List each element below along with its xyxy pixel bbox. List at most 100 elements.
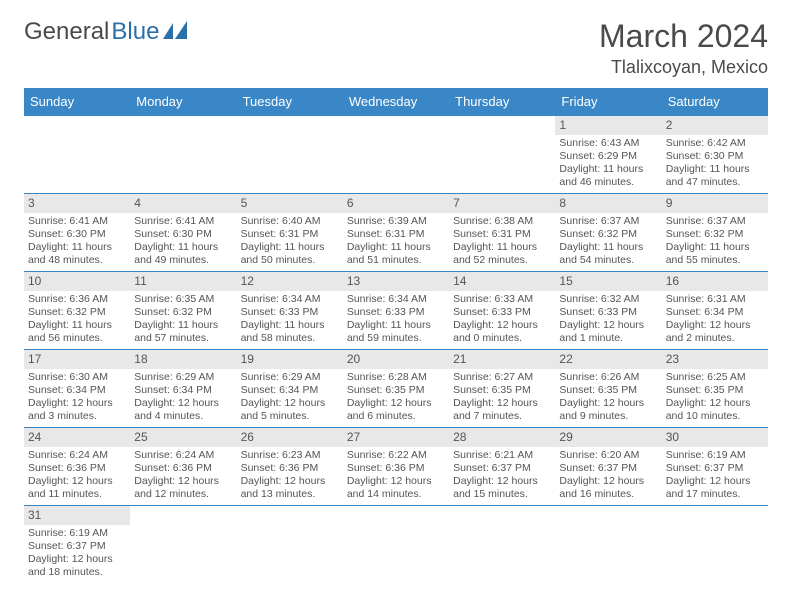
daylight-text: Daylight: 11 hours and 57 minutes. xyxy=(134,319,232,345)
day-details: Sunrise: 6:41 AMSunset: 6:30 PMDaylight:… xyxy=(130,213,236,270)
sunrise-text: Sunrise: 6:28 AM xyxy=(347,371,445,384)
day-number: 9 xyxy=(662,194,768,213)
calendar-day-cell: 1Sunrise: 6:43 AMSunset: 6:29 PMDaylight… xyxy=(555,116,661,194)
daylight-text: Daylight: 11 hours and 50 minutes. xyxy=(241,241,339,267)
day-details: Sunrise: 6:19 AMSunset: 6:37 PMDaylight:… xyxy=(24,525,130,582)
calendar-day-cell: 14Sunrise: 6:33 AMSunset: 6:33 PMDayligh… xyxy=(449,272,555,350)
day-number: 1 xyxy=(555,116,661,135)
sunrise-text: Sunrise: 6:30 AM xyxy=(28,371,126,384)
day-details: Sunrise: 6:26 AMSunset: 6:35 PMDaylight:… xyxy=(555,369,661,426)
day-details: Sunrise: 6:20 AMSunset: 6:37 PMDaylight:… xyxy=(555,447,661,504)
daylight-text: Daylight: 11 hours and 59 minutes. xyxy=(347,319,445,345)
day-number: 23 xyxy=(662,350,768,369)
logo: General Blue xyxy=(24,18,189,46)
sunset-text: Sunset: 6:35 PM xyxy=(453,384,551,397)
sunset-text: Sunset: 6:36 PM xyxy=(241,462,339,475)
weekday-header: Friday xyxy=(555,88,661,116)
daylight-text: Daylight: 12 hours and 5 minutes. xyxy=(241,397,339,423)
calendar-day-cell: 18Sunrise: 6:29 AMSunset: 6:34 PMDayligh… xyxy=(130,350,236,428)
calendar-day-cell xyxy=(24,116,130,194)
sunset-text: Sunset: 6:36 PM xyxy=(347,462,445,475)
sunset-text: Sunset: 6:35 PM xyxy=(347,384,445,397)
sunrise-text: Sunrise: 6:32 AM xyxy=(559,293,657,306)
sunset-text: Sunset: 6:37 PM xyxy=(559,462,657,475)
calendar-day-cell xyxy=(449,116,555,194)
sunrise-text: Sunrise: 6:34 AM xyxy=(241,293,339,306)
day-number: 25 xyxy=(130,428,236,447)
day-details: Sunrise: 6:24 AMSunset: 6:36 PMDaylight:… xyxy=(130,447,236,504)
day-number: 19 xyxy=(237,350,343,369)
calendar-day-cell: 30Sunrise: 6:19 AMSunset: 6:37 PMDayligh… xyxy=(662,428,768,506)
calendar-day-cell: 22Sunrise: 6:26 AMSunset: 6:35 PMDayligh… xyxy=(555,350,661,428)
weekday-header: Thursday xyxy=(449,88,555,116)
daylight-text: Daylight: 12 hours and 11 minutes. xyxy=(28,475,126,501)
day-number: 13 xyxy=(343,272,449,291)
sunset-text: Sunset: 6:32 PM xyxy=(28,306,126,319)
sunset-text: Sunset: 6:31 PM xyxy=(241,228,339,241)
weekday-header: Wednesday xyxy=(343,88,449,116)
logo-text-1: General xyxy=(24,18,109,46)
sunrise-text: Sunrise: 6:31 AM xyxy=(666,293,764,306)
calendar-day-cell: 24Sunrise: 6:24 AMSunset: 6:36 PMDayligh… xyxy=(24,428,130,506)
calendar-week-row: 31Sunrise: 6:19 AMSunset: 6:37 PMDayligh… xyxy=(24,506,768,584)
day-details: Sunrise: 6:37 AMSunset: 6:32 PMDaylight:… xyxy=(555,213,661,270)
day-details: Sunrise: 6:24 AMSunset: 6:36 PMDaylight:… xyxy=(24,447,130,504)
daylight-text: Daylight: 12 hours and 10 minutes. xyxy=(666,397,764,423)
calendar-day-cell: 25Sunrise: 6:24 AMSunset: 6:36 PMDayligh… xyxy=(130,428,236,506)
day-number: 30 xyxy=(662,428,768,447)
daylight-text: Daylight: 11 hours and 55 minutes. xyxy=(666,241,764,267)
calendar-day-cell xyxy=(237,116,343,194)
sunset-text: Sunset: 6:34 PM xyxy=(666,306,764,319)
calendar-day-cell xyxy=(343,506,449,584)
calendar-day-cell: 27Sunrise: 6:22 AMSunset: 6:36 PMDayligh… xyxy=(343,428,449,506)
calendar-day-cell xyxy=(343,116,449,194)
day-number: 2 xyxy=(662,116,768,135)
day-number: 5 xyxy=(237,194,343,213)
daylight-text: Daylight: 11 hours and 51 minutes. xyxy=(347,241,445,267)
calendar-day-cell xyxy=(130,506,236,584)
weekday-header-row: Sunday Monday Tuesday Wednesday Thursday… xyxy=(24,88,768,116)
sunset-text: Sunset: 6:31 PM xyxy=(453,228,551,241)
day-number: 6 xyxy=(343,194,449,213)
calendar-day-cell: 7Sunrise: 6:38 AMSunset: 6:31 PMDaylight… xyxy=(449,194,555,272)
day-number: 20 xyxy=(343,350,449,369)
sunrise-text: Sunrise: 6:38 AM xyxy=(453,215,551,228)
calendar-day-cell: 15Sunrise: 6:32 AMSunset: 6:33 PMDayligh… xyxy=(555,272,661,350)
sunrise-text: Sunrise: 6:19 AM xyxy=(666,449,764,462)
day-details: Sunrise: 6:19 AMSunset: 6:37 PMDaylight:… xyxy=(662,447,768,504)
day-number: 17 xyxy=(24,350,130,369)
weekday-header: Monday xyxy=(130,88,236,116)
month-title: March 2024 xyxy=(599,18,768,55)
sunset-text: Sunset: 6:37 PM xyxy=(666,462,764,475)
daylight-text: Daylight: 11 hours and 46 minutes. xyxy=(559,163,657,189)
calendar-day-cell: 16Sunrise: 6:31 AMSunset: 6:34 PMDayligh… xyxy=(662,272,768,350)
sunset-text: Sunset: 6:33 PM xyxy=(347,306,445,319)
day-number: 22 xyxy=(555,350,661,369)
daylight-text: Daylight: 12 hours and 12 minutes. xyxy=(134,475,232,501)
calendar-day-cell: 19Sunrise: 6:29 AMSunset: 6:34 PMDayligh… xyxy=(237,350,343,428)
calendar-day-cell: 17Sunrise: 6:30 AMSunset: 6:34 PMDayligh… xyxy=(24,350,130,428)
sunset-text: Sunset: 6:32 PM xyxy=(559,228,657,241)
day-number: 29 xyxy=(555,428,661,447)
day-number: 26 xyxy=(237,428,343,447)
day-details: Sunrise: 6:41 AMSunset: 6:30 PMDaylight:… xyxy=(24,213,130,270)
daylight-text: Daylight: 12 hours and 0 minutes. xyxy=(453,319,551,345)
sunset-text: Sunset: 6:31 PM xyxy=(347,228,445,241)
sunrise-text: Sunrise: 6:19 AM xyxy=(28,527,126,540)
calendar-day-cell: 2Sunrise: 6:42 AMSunset: 6:30 PMDaylight… xyxy=(662,116,768,194)
day-number: 21 xyxy=(449,350,555,369)
day-details: Sunrise: 6:37 AMSunset: 6:32 PMDaylight:… xyxy=(662,213,768,270)
daylight-text: Daylight: 12 hours and 17 minutes. xyxy=(666,475,764,501)
daylight-text: Daylight: 12 hours and 18 minutes. xyxy=(28,553,126,579)
sunrise-text: Sunrise: 6:23 AM xyxy=(241,449,339,462)
day-details: Sunrise: 6:39 AMSunset: 6:31 PMDaylight:… xyxy=(343,213,449,270)
day-details: Sunrise: 6:21 AMSunset: 6:37 PMDaylight:… xyxy=(449,447,555,504)
daylight-text: Daylight: 11 hours and 52 minutes. xyxy=(453,241,551,267)
calendar-day-cell xyxy=(449,506,555,584)
daylight-text: Daylight: 12 hours and 14 minutes. xyxy=(347,475,445,501)
sunrise-text: Sunrise: 6:29 AM xyxy=(241,371,339,384)
daylight-text: Daylight: 11 hours and 47 minutes. xyxy=(666,163,764,189)
logo-sail-icon xyxy=(163,21,189,39)
sunrise-text: Sunrise: 6:37 AM xyxy=(559,215,657,228)
sunrise-text: Sunrise: 6:24 AM xyxy=(134,449,232,462)
